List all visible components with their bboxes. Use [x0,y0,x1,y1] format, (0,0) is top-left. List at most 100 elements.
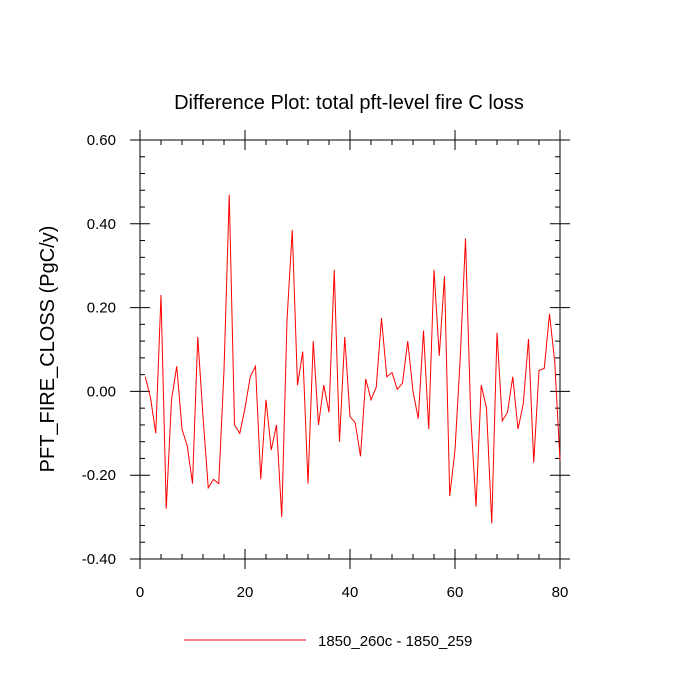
data-point [502,420,503,421]
data-point [328,412,329,413]
data-point [181,429,182,430]
data-point [218,483,219,484]
data-point [544,368,545,369]
data-point [171,399,172,400]
data-point [176,366,177,367]
data-point [475,506,476,507]
data-point [486,408,487,409]
data-point [444,276,445,277]
y-tick-label: 0.00 [87,383,116,400]
data-point [150,397,151,398]
y-tick-label: 0.60 [87,132,116,149]
data-point [234,424,235,425]
y-tick-label: -0.20 [82,467,116,484]
data-point [523,403,524,404]
minor-ticks [140,140,560,559]
legend-label: 1850_260c - 1850_259 [318,633,472,650]
data-point [202,416,203,417]
data-point [439,355,440,356]
data-point [360,456,361,457]
data-point [491,523,492,524]
data-point [297,385,298,386]
data-point [507,412,508,413]
data-point [538,370,539,371]
data-point [391,372,392,373]
series-line [144,194,561,524]
data-point [470,416,471,417]
data-point [512,376,513,377]
data-point [460,357,461,358]
data-point [281,517,282,518]
data-point [339,441,340,442]
data-point [418,418,419,419]
y-tick-labels: -0.40 -0.20 0.00 0.20 0.40 0.60 [82,132,116,568]
data-point [197,336,198,337]
chart-title: Difference Plot: total pft-level fire C … [174,92,524,114]
x-tick-labels: 0 20 40 60 80 [136,584,569,601]
data-point [292,229,293,230]
x-tick-label: 40 [342,584,359,601]
data-point [386,376,387,377]
data-point [323,385,324,386]
data-point [528,338,529,339]
data-point [318,424,319,425]
x-tick-label: 0 [136,584,144,601]
data-point [517,429,518,430]
data-point [423,330,424,331]
data-point [302,351,303,352]
data-point [449,496,450,497]
data-point [276,424,277,425]
data-point [355,422,356,423]
major-ticks [130,130,570,569]
data-point [370,399,371,400]
data-point [454,449,455,450]
data-point [554,361,555,362]
data-point [250,376,251,377]
data-point [260,479,261,480]
data-point [407,341,408,342]
data-point [187,445,188,446]
data-point [271,449,272,450]
data-point [166,508,167,509]
data-point [208,487,209,488]
data-point [213,479,214,480]
data-point [229,194,230,195]
data-point [433,269,434,270]
data-point [155,433,156,434]
data-point [239,433,240,434]
data-point [376,387,377,388]
data-point [381,317,382,318]
data-point [559,460,560,461]
data-point [344,336,345,337]
data-point [313,341,314,342]
data-point [533,462,534,463]
data-point [160,294,161,295]
y-tick-label: -0.40 [82,551,116,568]
data-point [349,416,350,417]
data-point [428,429,429,430]
data-point [265,399,266,400]
y-axis-label: PFT_FIRE_CLOSS (PgC/y) [37,226,59,473]
data-point [223,370,224,371]
y-tick-label: 0.20 [87,300,116,317]
data-point [145,376,146,377]
x-tick-label: 60 [447,584,464,601]
data-point [465,238,466,239]
data-point [402,382,403,383]
x-tick-label: 20 [237,584,254,601]
x-tick-label: 80 [552,584,569,601]
data-point [307,483,308,484]
data-point [397,389,398,390]
data-point [244,408,245,409]
data-point [286,320,287,321]
data-point [496,332,497,333]
data-point [412,391,413,392]
data-point [192,483,193,484]
data-point [549,313,550,314]
data-point [365,378,366,379]
data-point [481,385,482,386]
data-point [255,366,256,367]
y-tick-label: 0.40 [87,216,116,233]
data-point [334,269,335,270]
